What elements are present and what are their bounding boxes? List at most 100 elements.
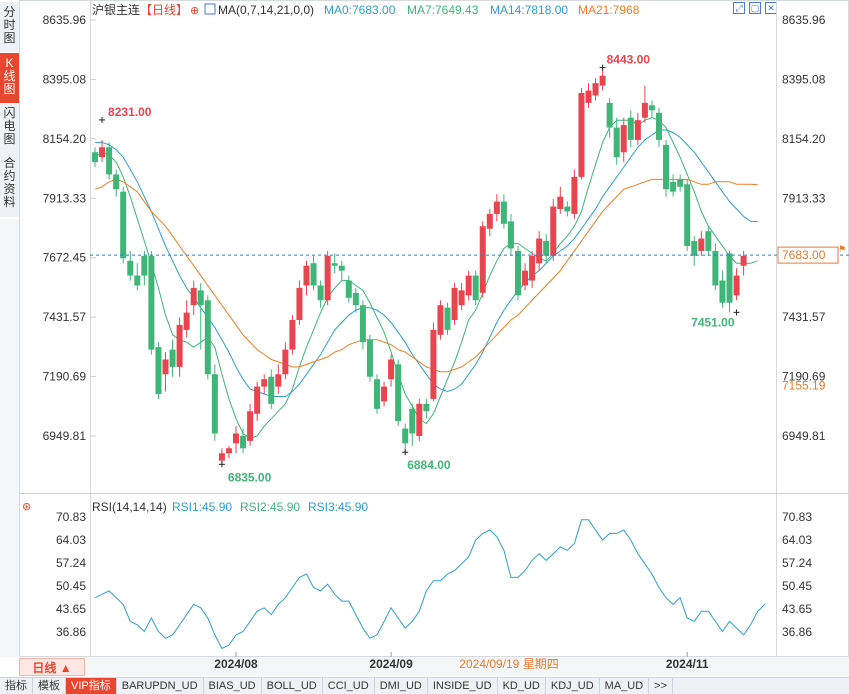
candle-body [698,238,705,251]
ma-settings: MA(0,7,14,21,0,0) [218,3,314,17]
candle-body [423,403,430,412]
candle-body [233,433,239,444]
y-tick-label-left: 8635.96 [43,13,87,27]
candle-body [684,184,691,246]
y-tick-label-right: 8635.96 [782,13,826,27]
y-tick-label-left: 6949.81 [43,429,87,443]
restore-icon[interactable]: ▢ [749,2,761,14]
candle-body [204,300,211,375]
candle-body [522,270,529,286]
candle-body [190,287,197,306]
candle-body [691,241,698,256]
indicator-tab[interactable]: BIAS_UD [204,678,262,694]
indicator-tab[interactable]: CCI_UD [323,678,375,694]
extreme-label: 8231.00 [108,105,152,119]
candle-body [648,105,655,111]
candle-body [402,428,409,444]
candle-body [106,147,113,175]
candle-body [225,448,232,454]
tab-flash[interactable]: 闪电图 [0,103,20,153]
y-tick-label-left: 7431.57 [43,310,87,324]
indicator-tab[interactable]: BOLL_UD [262,678,323,694]
indicator-tab[interactable]: VIP指标 [66,678,117,694]
current-price-label: 7683.00 [782,248,826,262]
candle-body [437,305,444,335]
candle-body [705,231,712,251]
period-selector[interactable]: 日线 ▲ [19,658,85,676]
rsi-tick-label-right: 43.65 [782,602,812,616]
candle-body [211,374,218,434]
candle-body [430,329,437,399]
candle-body [381,386,388,402]
y-tick-label-right: 7672.45 [782,251,826,265]
y-tick-label-right: 7913.33 [782,191,826,205]
candle-body [585,90,592,103]
candle-body [169,349,176,367]
candle-body [162,359,169,375]
ma7-label: MA7:7649.43 [407,3,479,17]
candle-body [620,125,627,153]
rsi-tick-label-right: 36.86 [782,625,812,639]
y-tick-label-left: 8154.20 [43,132,87,146]
candle-body [740,255,747,266]
candle-body [458,290,465,306]
rsi-tick-label-left: 50.45 [56,579,86,593]
tab-timeshare[interactable]: 分时图 [0,2,20,52]
rsi-name: RSI(14,14,14) [92,500,167,514]
rsi-tick-label-left: 36.86 [56,625,86,639]
candle-body [338,265,345,271]
candle-body [613,127,620,158]
candle-body [670,181,677,192]
close-icon[interactable]: ✕ [765,2,777,14]
indicator-tab[interactable]: 指标 [0,678,33,694]
candle-body [134,275,141,286]
candle-body [218,453,225,461]
candle-body [366,339,373,377]
indicator-tab[interactable]: KD_UD [498,678,546,694]
candle-body [543,241,550,256]
candle-body [240,435,247,449]
rsi-tick-label-right: 64.03 [782,533,812,547]
tab-contract-info[interactable]: 合约资料 [0,153,20,217]
candle-body [254,386,261,414]
extreme-label: 6884.00 [407,458,451,472]
rsi-tick-label-left: 70.83 [56,510,86,524]
candle-body [641,102,648,118]
candle-body [578,93,585,177]
indicator-tab[interactable]: 模板 [33,678,66,694]
candle-body [719,280,726,303]
time-axis-bar [19,657,849,676]
candle-body [99,147,106,158]
candle-body [529,255,536,281]
expand-icon[interactable]: ⤢ [733,2,745,14]
candle-body [282,349,289,375]
indicator-tab[interactable]: BARUPDN_UD [117,678,204,694]
ma-line-ma14 [95,129,758,397]
candle-body [486,213,493,229]
indicator-tabs: 指标 模板 VIP指标 BARUPDN_UD BIAS_UD BOLL_UD CCI_UD D… [0,677,849,694]
candle-body [536,238,543,264]
candle-body [465,275,472,296]
candle-body [677,179,684,187]
indicator-tab[interactable]: KDJ_UD [546,678,600,694]
sidebar-filler [0,219,20,657]
indicator-tab[interactable]: DMI_UD [375,678,428,694]
rsi-tick-label-left: 43.65 [56,602,86,616]
ma-line-ma7 [94,117,758,439]
candle-body [550,206,557,256]
indicator-tab[interactable]: >> [649,678,674,694]
extreme-label: 7451.00 [691,315,735,329]
candle-body [261,379,268,387]
candle-body [592,83,599,96]
y-tick-label-left: 8395.08 [43,72,87,86]
candle-body [564,206,571,212]
indicator-tab[interactable]: MA_UD [600,678,650,694]
candle-body [310,263,317,286]
flag-icon: ⚑ [838,245,846,255]
candle-body [416,403,423,436]
candle-body [395,364,402,422]
indicator-tab[interactable]: INSIDE_UD [428,678,498,694]
candle-body [247,411,254,441]
rsi-tick-label-left: 57.24 [56,556,86,570]
